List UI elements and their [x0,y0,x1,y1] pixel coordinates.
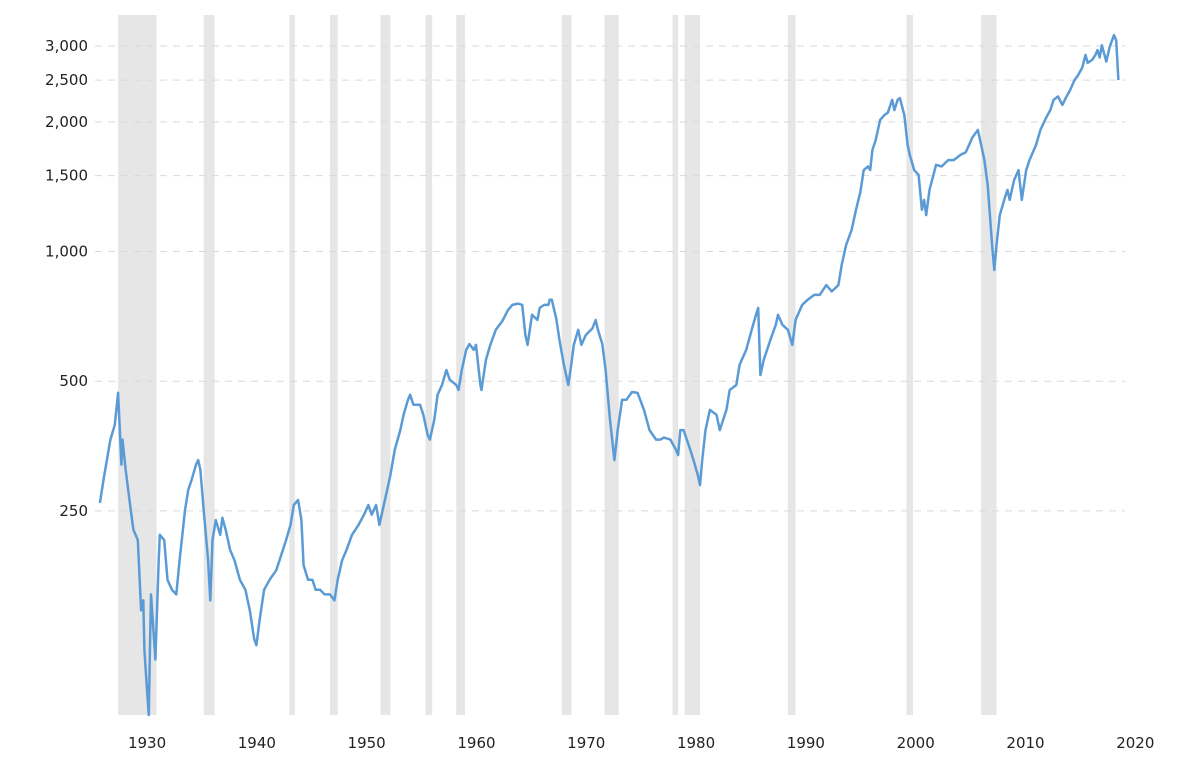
recession-band [456,15,466,715]
x-tick-label: 1950 [348,734,386,752]
y-tick-label: 2,000 [45,113,88,131]
y-tick-label: 500 [59,372,88,390]
recession-band [289,15,295,715]
y-axis: 250 500 1,000 1,500 2,000 2,500 3,000 [45,37,88,520]
y-tick-label: 1,500 [45,167,88,185]
x-tick-label: 1980 [677,734,715,752]
y-tick-label: 2,500 [45,71,88,89]
x-tick-label: 1960 [457,734,495,752]
x-tick-label: 1940 [238,734,276,752]
recession-band [684,15,701,715]
x-tick-label: 1930 [128,734,166,752]
recession-band [981,15,997,715]
recession-band [672,15,679,715]
x-tick-label: 2010 [1006,734,1044,752]
x-tick-label: 1970 [567,734,605,752]
recession-band [906,15,914,715]
recession-band [203,15,215,715]
recession-bands [118,15,997,715]
y-tick-label: 1,000 [45,243,88,261]
recession-band [787,15,796,715]
series-line [98,33,1120,717]
recession-band [425,15,433,715]
recession-band [329,15,338,715]
recession-band [561,15,572,715]
x-tick-label: 1990 [787,734,825,752]
y-tick-label: 3,000 [45,37,88,55]
x-axis: 1930 1940 1950 1960 1970 1980 1990 2000 2010 2020 [128,734,1154,752]
gridlines [95,45,1125,512]
x-tick-label: 2020 [1116,734,1154,752]
recession-band [380,15,391,715]
y-tick-label: 250 [59,502,88,520]
x-tick-label: 2000 [897,734,935,752]
recession-band [604,15,619,715]
